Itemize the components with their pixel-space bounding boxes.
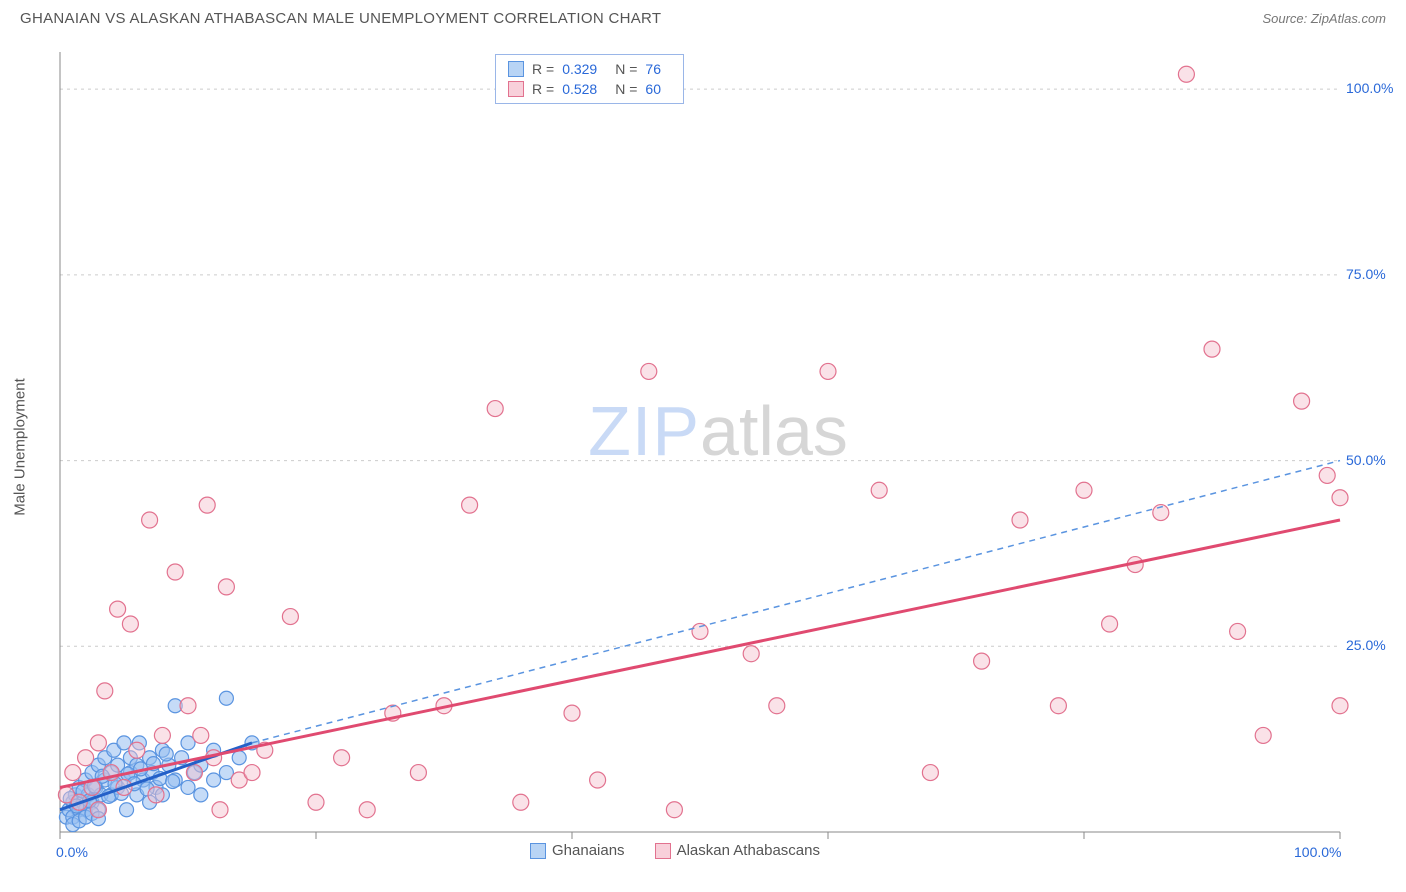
series-swatch [508,81,524,97]
r-value: 0.528 [562,81,597,97]
y-axis-label: Male Unemployment [12,378,29,516]
r-label: R = [532,81,554,97]
legend-item: Ghanaians [530,842,625,859]
r-label: R = [532,61,554,77]
source-attribution: Source: ZipAtlas.com [1262,11,1386,26]
r-value: 0.329 [562,61,597,77]
y-tick-label: 100.0% [1346,80,1393,96]
y-tick-label: 50.0% [1346,452,1386,468]
y-tick-label: 75.0% [1346,266,1386,282]
legend-label: Alaskan Athabascans [677,842,820,859]
n-label: N = [615,61,637,77]
series-swatch [508,61,524,77]
y-tick-label: 25.0% [1346,637,1386,653]
correlation-stats-box: R = 0.329 N = 76 R = 0.528 N = 60 [495,54,684,104]
n-label: N = [615,81,637,97]
legend-item: Alaskan Athabascans [655,842,820,859]
legend-swatch [530,843,546,859]
stats-row: R = 0.329 N = 76 [508,59,671,79]
chart-area: Male Unemployment ZIPatlas R =0.329N =76… [50,42,1386,852]
stats-row: R = 0.528 N = 60 [508,79,671,99]
scatter-plot-svg [50,42,1386,852]
chart-title: GHANAIAN VS ALASKAN ATHABASCAN MALE UNEM… [20,10,661,27]
legend-swatch [655,843,671,859]
n-value: 76 [645,61,661,77]
legend-label: Ghanaians [552,842,625,859]
x-tick-label: 0.0% [56,844,88,860]
n-value: 60 [645,81,661,97]
legend-bottom: Ghanaians Alaskan Athabascans [530,842,820,859]
x-tick-label: 100.0% [1294,844,1341,860]
